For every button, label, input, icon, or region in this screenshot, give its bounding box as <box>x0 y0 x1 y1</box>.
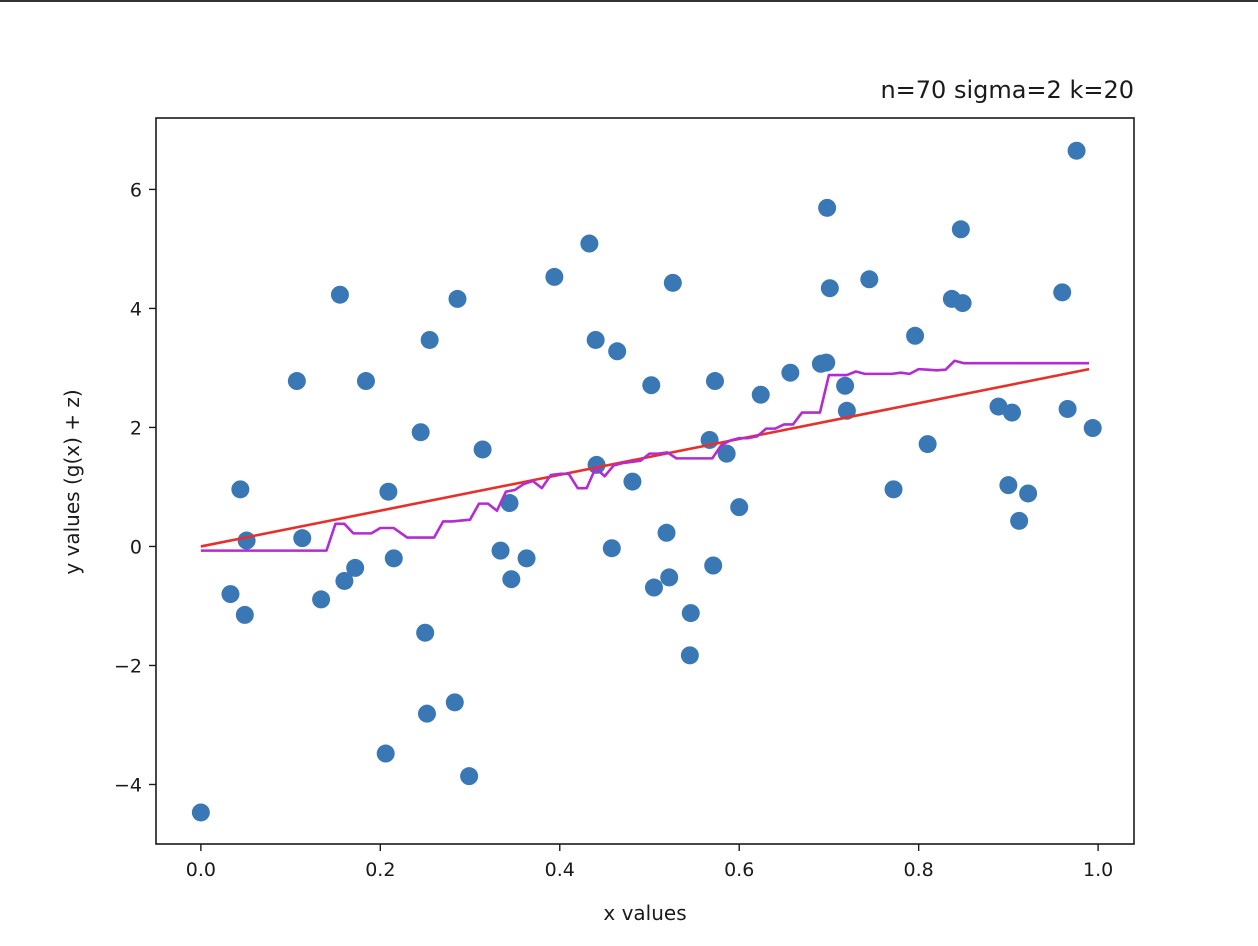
data-point <box>384 549 403 568</box>
y-tick-label: 4 <box>130 298 142 320</box>
data-point <box>1053 283 1072 302</box>
data-point <box>448 289 467 308</box>
data-point <box>836 376 855 395</box>
data-point <box>663 273 682 292</box>
data-point <box>346 558 365 577</box>
data-point <box>1058 399 1077 418</box>
data-point <box>884 480 903 499</box>
data-point <box>1019 484 1038 503</box>
chart-title: n=70 sigma=2 k=20 <box>880 76 1134 104</box>
x-tick-label: 0.0 <box>186 859 216 881</box>
data-point <box>420 330 439 349</box>
data-point <box>221 585 240 604</box>
y-tick-label: 0 <box>130 536 142 558</box>
data-point <box>751 385 770 404</box>
data-point <box>330 285 349 304</box>
data-point <box>312 590 331 609</box>
x-tick-label: 0.6 <box>724 859 754 881</box>
data-point <box>1083 419 1102 438</box>
knn-fit-line <box>200 359 1090 552</box>
data-point <box>1002 403 1021 422</box>
data-point <box>818 198 837 217</box>
data-point <box>335 571 354 590</box>
x-tick-label: 0.8 <box>904 859 934 881</box>
data-point <box>502 570 521 589</box>
data-point <box>473 440 492 459</box>
data-point <box>293 529 312 548</box>
y-tick-label: −4 <box>114 774 142 796</box>
data-point <box>953 294 972 313</box>
data-point <box>580 234 599 253</box>
data-point <box>491 541 510 560</box>
data-point <box>191 803 210 822</box>
data-point <box>416 623 435 642</box>
data-point <box>608 342 627 361</box>
data-point <box>642 376 661 395</box>
y-tick-label: 6 <box>130 179 142 201</box>
x-tick-label: 0.2 <box>365 859 395 881</box>
x-tick-label: 0.4 <box>545 859 575 881</box>
data-point <box>376 744 395 763</box>
y-tick-label: −2 <box>114 655 142 677</box>
plot-frame <box>155 117 1135 845</box>
data-point <box>545 267 564 286</box>
y-tick-label: 2 <box>130 417 142 439</box>
data-point <box>517 549 536 568</box>
data-point <box>951 220 970 239</box>
window-top-border <box>0 0 1258 2</box>
data-point <box>989 397 1008 416</box>
plot-area: 0.0 0.2 0.4 0.6 0.8 1.0 −4 −2 0 2 4 6 <box>114 117 1135 881</box>
data-point <box>817 353 836 372</box>
data-point <box>918 435 937 454</box>
data-point <box>680 646 699 665</box>
y-axis-label: y values (g(x) + z) <box>60 389 84 574</box>
data-point <box>781 363 800 382</box>
data-point <box>602 539 621 558</box>
data-point <box>356 372 375 391</box>
data-point <box>417 704 436 723</box>
x-tick-label: 1.0 <box>1083 859 1113 881</box>
data-point <box>705 372 724 391</box>
data-point <box>1067 141 1086 160</box>
data-point <box>379 482 398 501</box>
data-point <box>500 494 519 513</box>
data-point <box>681 604 700 623</box>
data-point <box>411 423 430 442</box>
data-point <box>235 605 254 624</box>
data-point <box>586 330 605 349</box>
x-axis-label: x values <box>603 901 686 925</box>
data-point <box>460 767 479 786</box>
data-point <box>237 531 256 550</box>
data-point <box>660 568 679 587</box>
data-point <box>287 372 306 391</box>
data-point <box>860 270 879 289</box>
data-point <box>704 556 723 575</box>
data-point <box>999 476 1018 495</box>
data-point <box>730 498 749 517</box>
data-point <box>445 693 464 712</box>
data-point <box>623 472 642 491</box>
data-point <box>906 326 925 345</box>
data-point <box>644 578 663 597</box>
data-point <box>231 480 250 499</box>
data-point <box>717 444 736 463</box>
data-point <box>1010 511 1029 530</box>
data-point <box>820 279 839 298</box>
data-point <box>657 523 676 542</box>
